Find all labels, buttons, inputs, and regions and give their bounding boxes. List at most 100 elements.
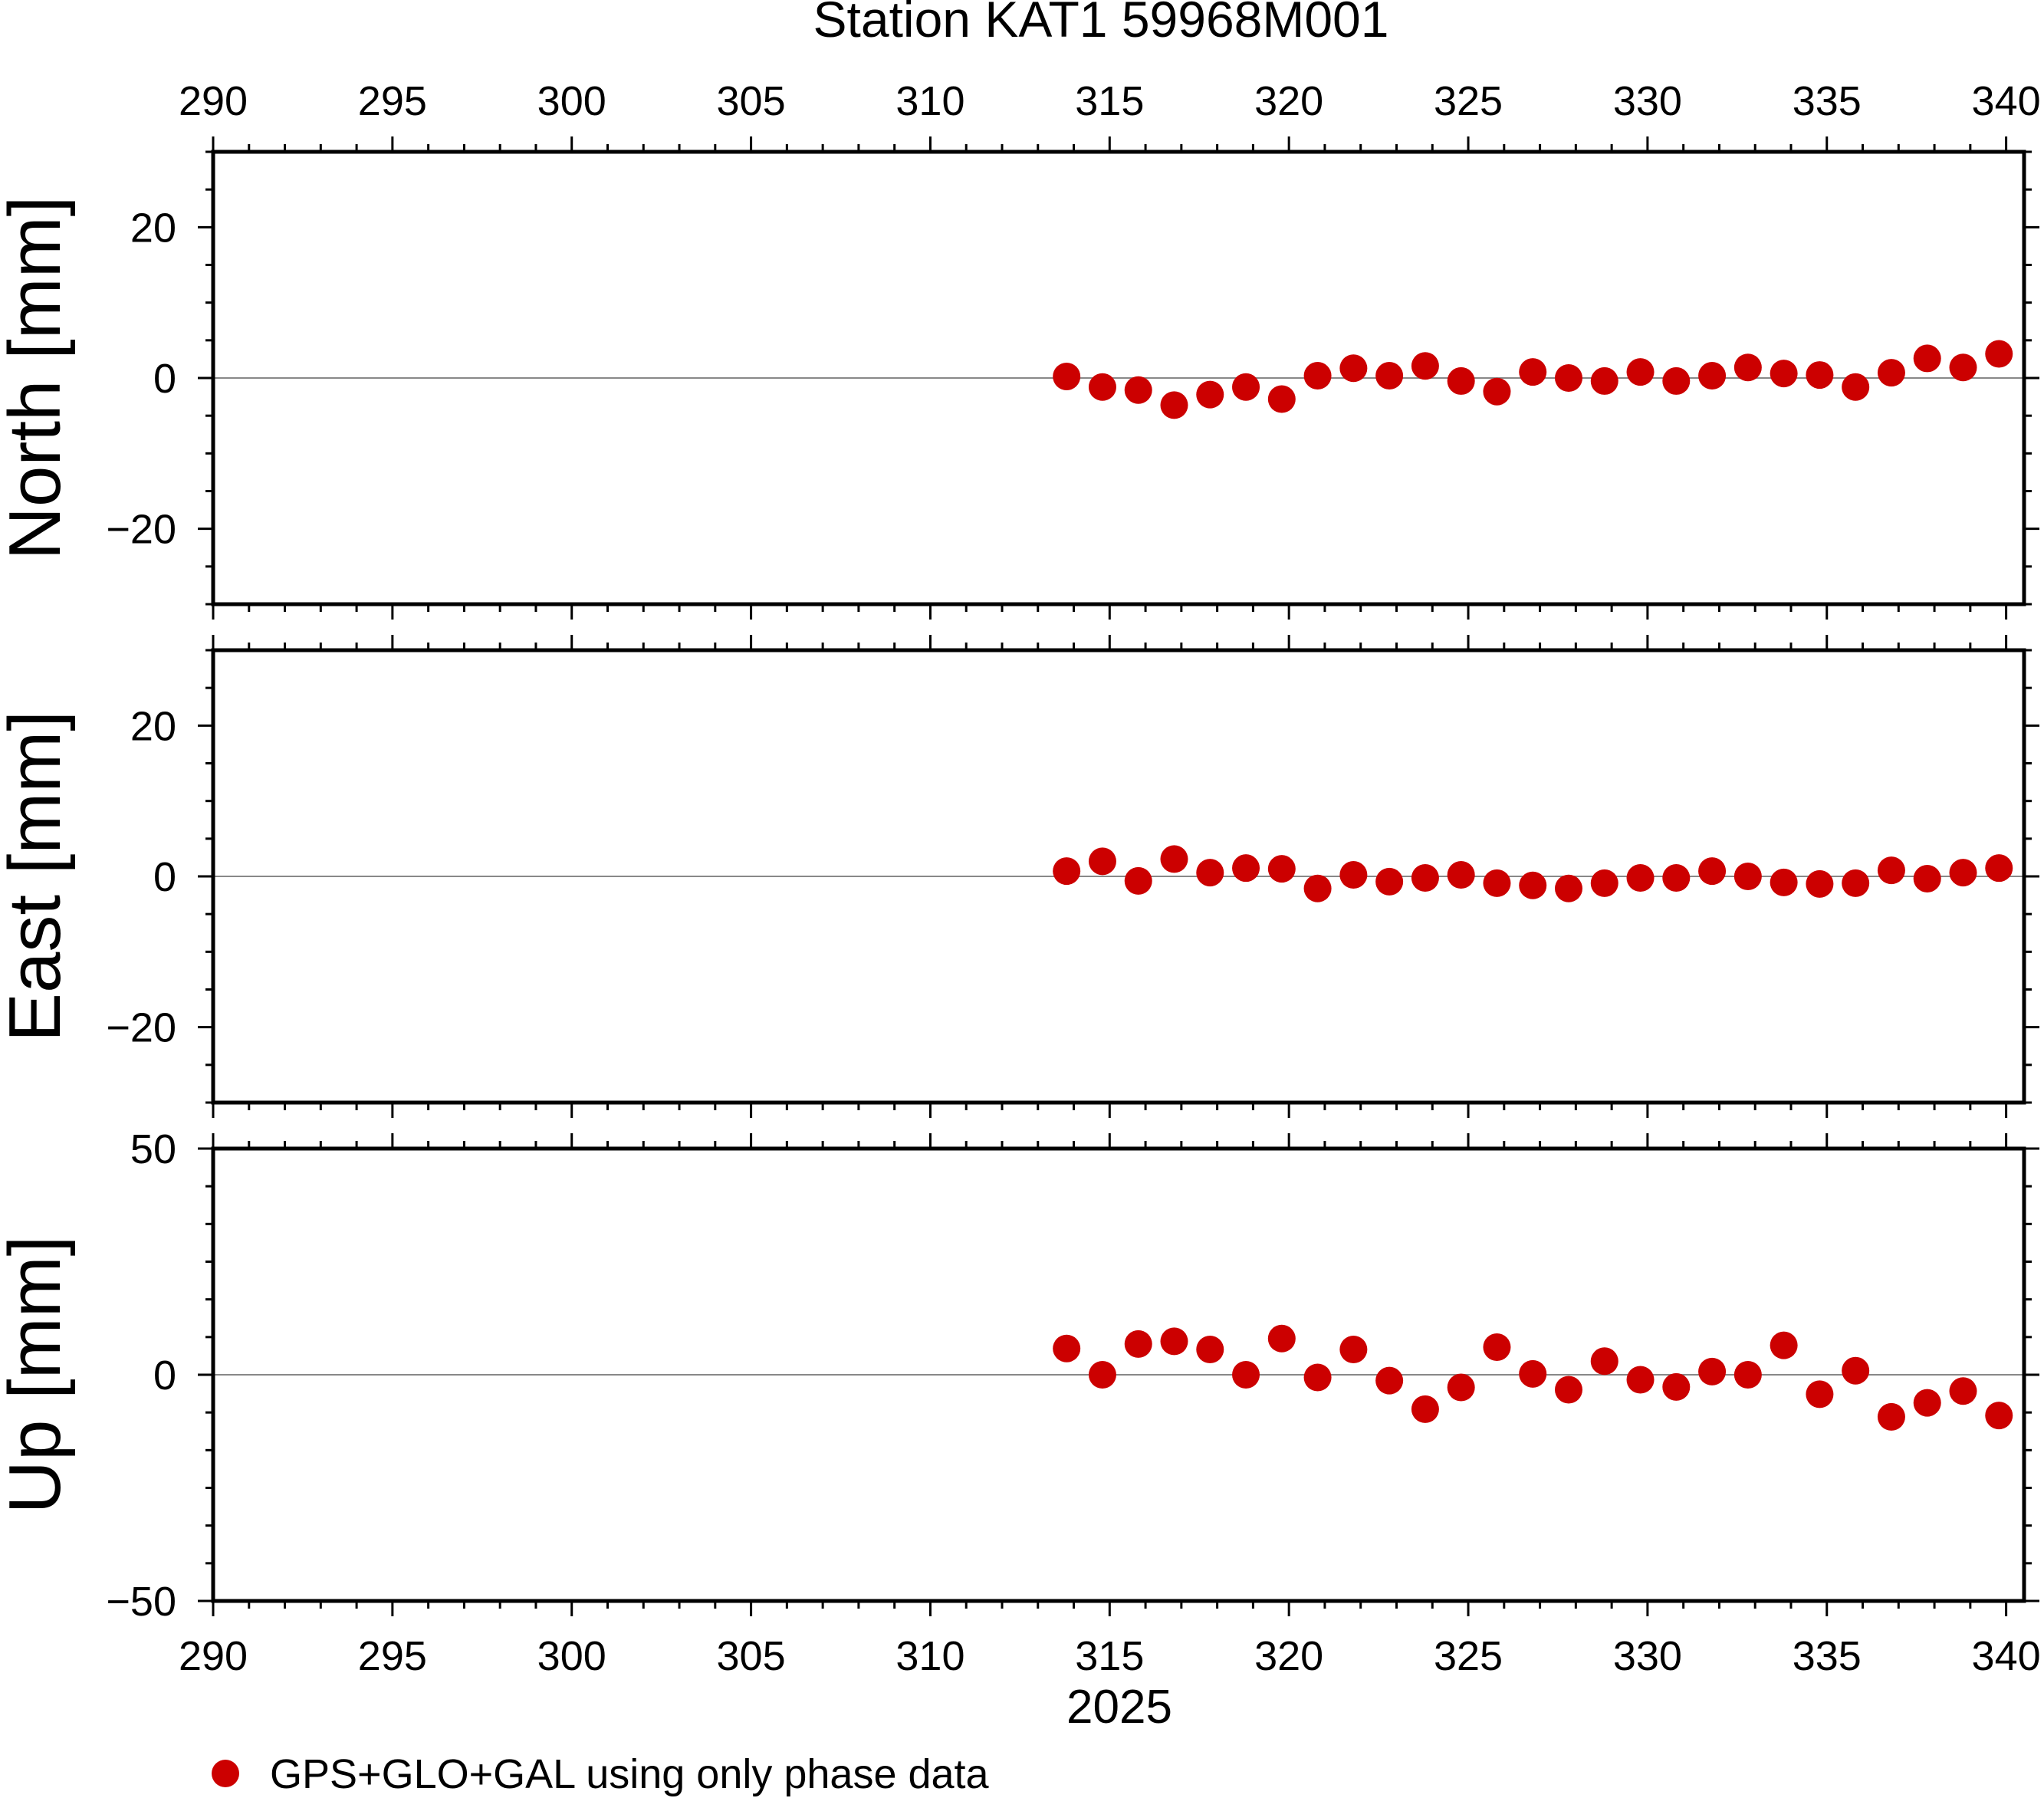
- x-tick-label: 300: [537, 78, 606, 124]
- y-tick-label: 20: [130, 205, 176, 251]
- data-point: [1088, 1361, 1116, 1389]
- data-point: [1196, 1335, 1224, 1363]
- data-point: [1267, 855, 1296, 883]
- y-tick-label: 0: [153, 356, 176, 402]
- data-point: [1160, 845, 1188, 873]
- y-axis-label: North [mm]: [0, 196, 76, 560]
- data-point: [1339, 354, 1368, 383]
- chart-title: Station KAT1 59968M001: [813, 0, 1389, 48]
- data-point: [1662, 367, 1691, 395]
- data-point: [1519, 871, 1547, 899]
- data-point: [1590, 367, 1618, 395]
- x-tick-label: 335: [1793, 1633, 1862, 1679]
- x-tick-label: 305: [717, 78, 786, 124]
- x-tick-label: 310: [895, 78, 964, 124]
- data-point: [1160, 391, 1188, 419]
- plot-panels: 290 295 300 305 310 315 320 325 330 335 340 −20 0 20 N…: [0, 78, 2041, 1679]
- data-point: [1483, 1333, 1511, 1362]
- data-point: [1733, 1361, 1762, 1389]
- x-tick-label: 320: [1254, 1633, 1323, 1679]
- y-tick-label: −50: [106, 1579, 176, 1625]
- data-point: [1411, 863, 1439, 892]
- y-axis-label: Up [mm]: [0, 1236, 76, 1514]
- x-tick-label: 330: [1613, 1633, 1682, 1679]
- data-point: [1662, 863, 1691, 892]
- data-point: [1124, 1330, 1152, 1358]
- x-tick-label: 315: [1075, 78, 1144, 124]
- data-point: [1842, 373, 1870, 401]
- data-point: [1267, 385, 1296, 413]
- data-point: [1877, 1402, 1905, 1431]
- data-point: [1232, 854, 1260, 883]
- data-point: [1698, 1357, 1727, 1385]
- data-point: [1913, 344, 1941, 373]
- data-point: [1519, 1359, 1547, 1388]
- x-axis-label: 2025: [1066, 1681, 1172, 1734]
- data-point: [1267, 1324, 1296, 1353]
- data-point: [1232, 1361, 1260, 1389]
- x-tick-label: 330: [1613, 78, 1682, 124]
- y-tick-label: 0: [153, 854, 176, 900]
- panel-north: 290 295 300 305 310 315 320 325 330 335 340 −20 0 20 N…: [0, 78, 2041, 620]
- data-point: [1339, 1335, 1368, 1363]
- data-point: [1949, 353, 1977, 382]
- y-tick-label: −20: [106, 507, 176, 553]
- data-point: [1411, 1395, 1439, 1423]
- x-tick-label: 300: [537, 1633, 606, 1679]
- data-point: [1160, 1327, 1188, 1356]
- x-tick-label: 340: [1972, 1633, 2041, 1679]
- data-point: [1913, 864, 1941, 892]
- y-axis-label: East [mm]: [0, 711, 76, 1042]
- data-point: [1733, 863, 1762, 890]
- data-point: [1985, 854, 2013, 883]
- data-point: [1053, 857, 1081, 886]
- x-tick-label: 340: [1972, 78, 2041, 124]
- data-point: [1806, 869, 1834, 898]
- data-point: [1447, 367, 1475, 395]
- x-tick-label: 315: [1075, 1633, 1144, 1679]
- legend-marker: [212, 1760, 239, 1787]
- x-tick-label: 290: [179, 1633, 248, 1679]
- x-tick-label: 320: [1254, 78, 1323, 124]
- data-point: [1411, 352, 1439, 380]
- data-point: [1806, 1380, 1834, 1408]
- legend: GPS+GLO+GAL using only phase data: [212, 1751, 990, 1797]
- data-point: [1196, 859, 1224, 887]
- data-point: [1554, 364, 1582, 392]
- data-point: [1124, 866, 1152, 895]
- data-point: [1698, 362, 1727, 390]
- data-point: [1949, 1377, 1977, 1405]
- data-point: [1375, 867, 1404, 896]
- data-point: [1913, 1389, 1941, 1417]
- data-point: [1949, 859, 1977, 887]
- y-tick-label: 50: [130, 1126, 176, 1172]
- data-point: [1088, 373, 1116, 401]
- data-point: [1554, 1376, 1582, 1404]
- data-point: [1626, 863, 1655, 892]
- data-point: [1483, 377, 1511, 406]
- data-point: [1770, 360, 1798, 388]
- data-point: [1842, 869, 1870, 897]
- data-point: [1447, 1373, 1475, 1402]
- data-point: [1554, 874, 1582, 902]
- data-point: [1124, 376, 1152, 404]
- data-point: [1733, 353, 1762, 382]
- data-point: [1877, 856, 1905, 885]
- data-point: [1590, 869, 1618, 897]
- y-tick-label: 20: [130, 703, 176, 749]
- data-point: [1770, 868, 1798, 896]
- x-tick-label: 295: [358, 78, 427, 124]
- data-point: [1626, 358, 1655, 386]
- data-point: [1519, 358, 1547, 386]
- data-point: [1375, 1366, 1404, 1395]
- panel-east: −20 0 20 East [mm]: [0, 635, 2039, 1118]
- data-point: [1842, 1356, 1870, 1385]
- x-tick-label: 325: [1434, 78, 1503, 124]
- data-point: [1303, 1363, 1332, 1392]
- data-point: [1196, 380, 1224, 409]
- y-tick-label: −20: [106, 1005, 176, 1051]
- data-point: [1985, 1402, 2013, 1430]
- data-point: [1053, 1334, 1081, 1362]
- data-point: [1303, 874, 1332, 902]
- x-tick-label: 335: [1793, 78, 1862, 124]
